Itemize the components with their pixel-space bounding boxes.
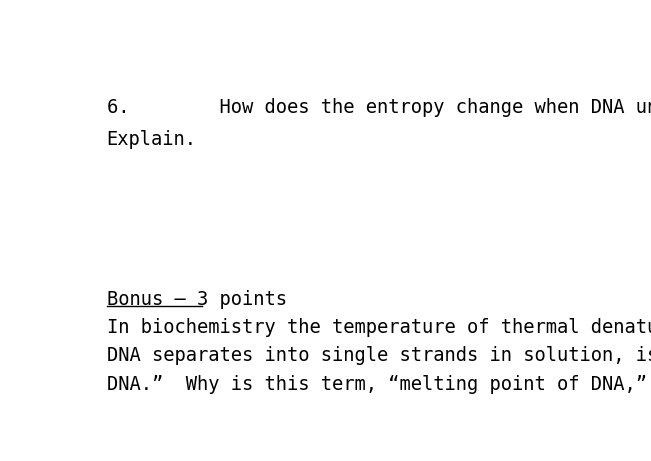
Text: Explain.: Explain. <box>107 130 197 149</box>
Text: 6.        How does the entropy change when DNA under goes thermal denaturation?: 6. How does the entropy change when DNA … <box>107 98 651 117</box>
Text: DNA.”  Why is this term, “melting point of DNA,” incorrect for this process?: DNA.” Why is this term, “melting point o… <box>107 375 651 394</box>
Text: Bonus – 3 points: Bonus – 3 points <box>107 290 286 308</box>
Text: DNA separates into single strands in solution, is referred as the “melting point: DNA separates into single strands in sol… <box>107 346 651 366</box>
Text: In biochemistry the temperature of thermal denaturation, where double-strand: In biochemistry the temperature of therm… <box>107 318 651 337</box>
